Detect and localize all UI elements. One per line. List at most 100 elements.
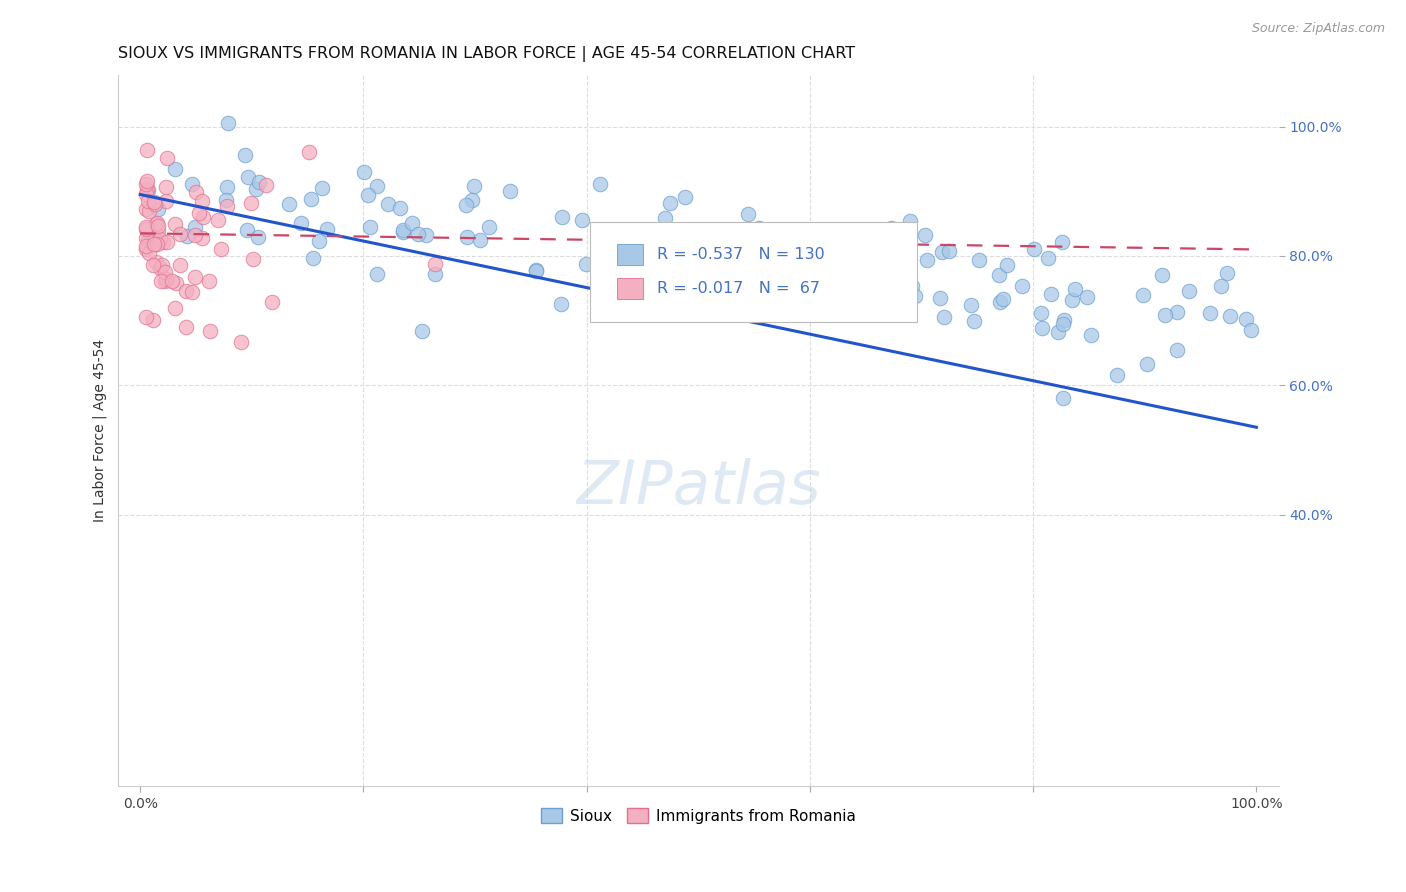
Point [1053, 313, 1076, 327]
Point [302, 252, 325, 266]
Point [748, 303, 770, 318]
Point [917, 253, 939, 268]
Point [184, 269, 207, 284]
Point [218, 116, 240, 130]
Point [135, 220, 157, 235]
Point [673, 190, 696, 204]
Point [359, 220, 381, 235]
Point [184, 227, 207, 242]
Point [245, 182, 267, 196]
Point [160, 274, 183, 288]
Point [391, 225, 413, 239]
Point [1029, 306, 1052, 320]
Point [235, 223, 257, 237]
Point [592, 244, 614, 259]
Point [575, 257, 598, 271]
Point [1031, 321, 1053, 335]
Point [1198, 306, 1220, 320]
Point [1152, 268, 1174, 282]
Point [1080, 328, 1102, 343]
Point [868, 227, 890, 242]
Point [1052, 391, 1074, 405]
Point [1177, 285, 1199, 299]
Point [152, 235, 174, 249]
Point [136, 183, 159, 197]
Point [1105, 368, 1128, 382]
Point [648, 306, 671, 320]
Point [135, 187, 157, 202]
Point [456, 229, 478, 244]
Point [146, 202, 169, 216]
Point [1011, 278, 1033, 293]
Point [141, 312, 163, 326]
Point [1240, 323, 1263, 337]
Point [176, 229, 198, 244]
Point [155, 180, 177, 194]
Point [928, 291, 950, 305]
Point [411, 324, 433, 338]
Point [524, 263, 547, 277]
Point [550, 297, 572, 311]
Point [461, 193, 484, 207]
Point [960, 298, 983, 312]
Point [1050, 235, 1073, 249]
Point [150, 258, 173, 272]
Point [174, 320, 197, 334]
Point [197, 274, 219, 288]
Point [415, 227, 437, 242]
Point [149, 232, 172, 246]
Point [734, 242, 756, 256]
Point [215, 180, 238, 194]
Point [215, 193, 238, 207]
Point [316, 221, 339, 235]
Point [879, 220, 901, 235]
Point [247, 230, 270, 244]
Point [353, 165, 375, 179]
Point [1166, 343, 1188, 358]
Point [423, 268, 446, 282]
Bar [617, 277, 643, 299]
Text: Source: ZipAtlas.com: Source: ZipAtlas.com [1251, 22, 1385, 36]
Point [260, 294, 283, 309]
Point [138, 245, 160, 260]
Point [1036, 252, 1059, 266]
Point [165, 162, 187, 177]
Point [456, 198, 478, 212]
Point [136, 143, 159, 157]
Legend: Sioux, Immigrants from Romania: Sioux, Immigrants from Romania [534, 802, 862, 830]
Point [156, 151, 179, 165]
Point [242, 252, 264, 266]
Point [186, 186, 208, 200]
Point [143, 197, 166, 211]
Point [238, 170, 260, 185]
Point [191, 211, 214, 225]
Point [217, 199, 239, 213]
Point [1052, 318, 1074, 332]
Point [815, 243, 838, 257]
Point [1216, 266, 1239, 280]
Point [389, 201, 412, 215]
Point [138, 203, 160, 218]
Point [146, 219, 169, 233]
Point [717, 264, 740, 278]
Point [135, 231, 157, 245]
Point [1132, 287, 1154, 301]
Text: ZIPatlas: ZIPatlas [576, 458, 821, 516]
Point [706, 249, 728, 263]
Point [135, 242, 157, 256]
Point [1209, 279, 1232, 293]
Point [290, 216, 312, 230]
Point [1154, 308, 1177, 322]
Point [571, 212, 593, 227]
Point [146, 217, 169, 231]
Point [852, 260, 875, 274]
Point [135, 202, 157, 217]
Point [963, 313, 986, 327]
Point [143, 233, 166, 247]
Point [190, 230, 212, 244]
Point [254, 178, 277, 192]
Point [356, 187, 378, 202]
Point [135, 178, 157, 192]
Point [298, 145, 321, 160]
Point [1076, 290, 1098, 304]
